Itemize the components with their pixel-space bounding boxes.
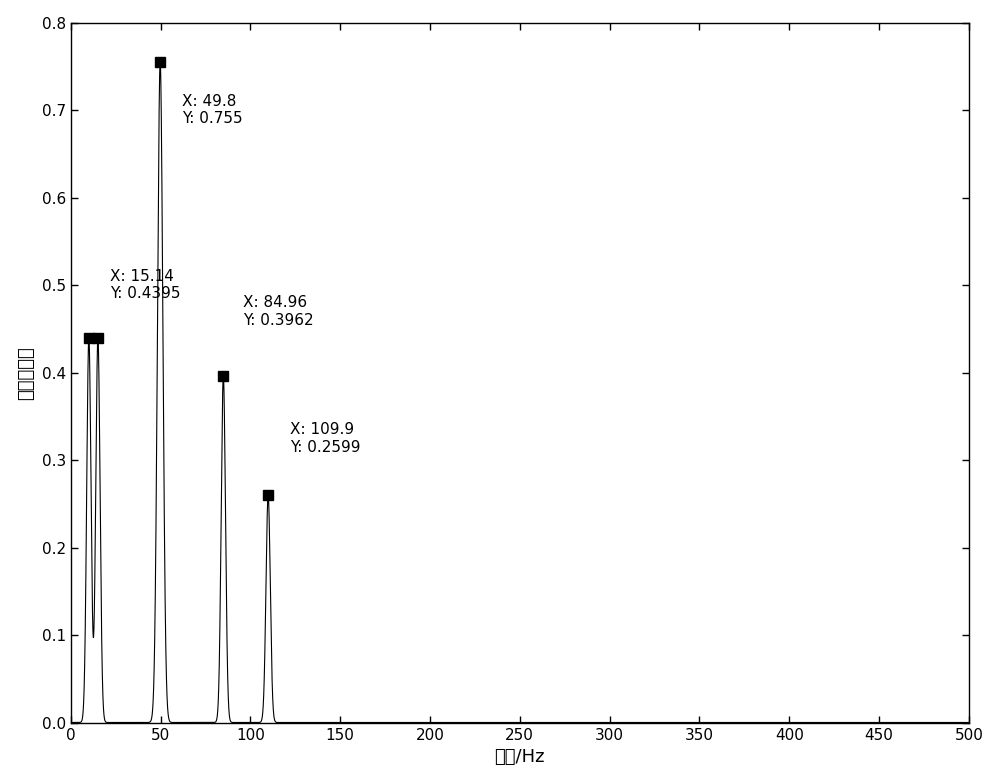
Y-axis label: 归一化幅値: 归一化幅値 bbox=[17, 346, 35, 399]
Text: X: 49.8
Y: 0.755: X: 49.8 Y: 0.755 bbox=[182, 94, 243, 126]
Text: X: 84.96
Y: 0.3962: X: 84.96 Y: 0.3962 bbox=[243, 295, 314, 327]
Text: X: 109.9
Y: 0.2599: X: 109.9 Y: 0.2599 bbox=[290, 422, 360, 455]
Text: X: 15.14
Y: 0.4395: X: 15.14 Y: 0.4395 bbox=[110, 269, 181, 301]
X-axis label: 频率/Hz: 频率/Hz bbox=[495, 749, 545, 767]
